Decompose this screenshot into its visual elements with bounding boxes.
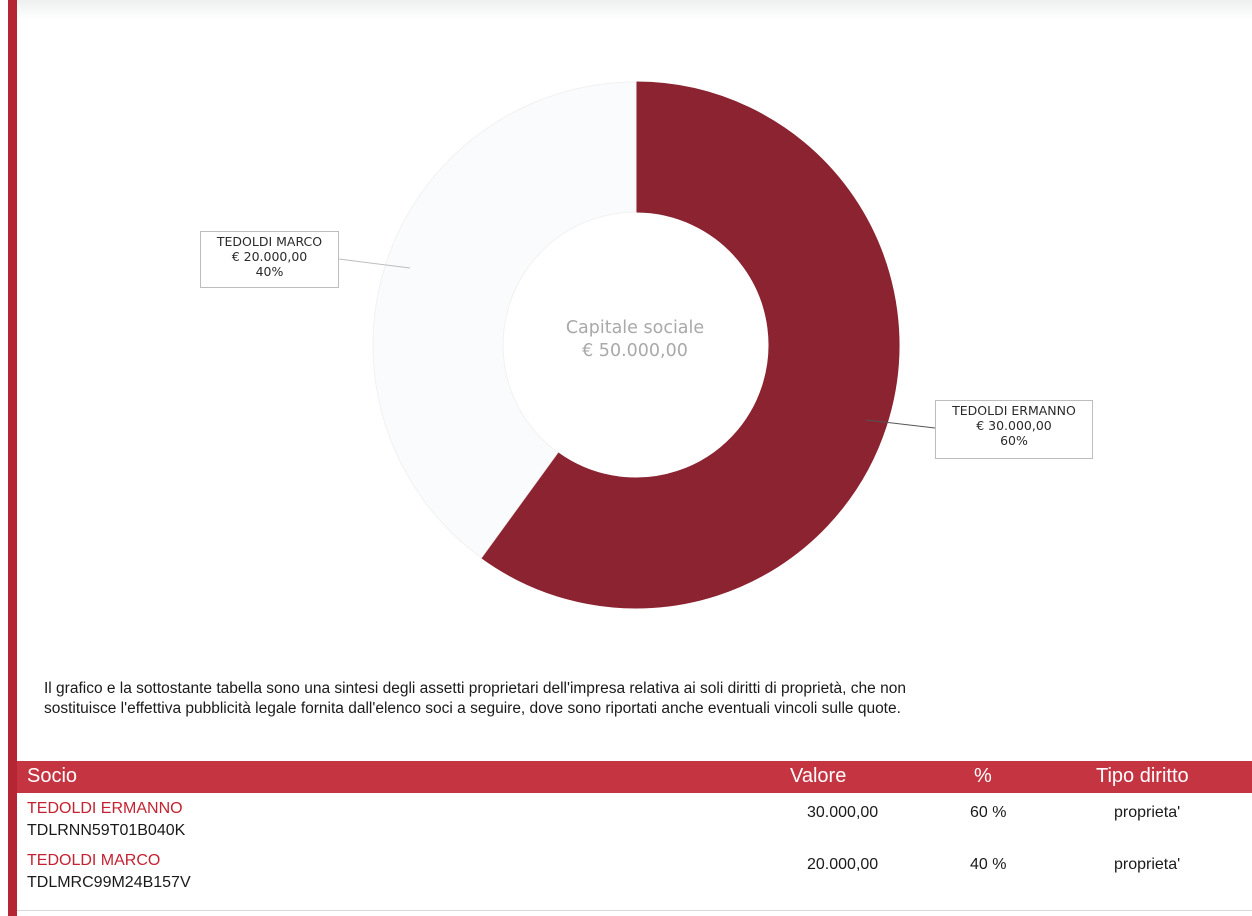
table-row: TEDOLDI MARCO TDLMRC99M24B157V 20.000,00… [17, 852, 1252, 902]
slice-label-ermanno-name: TEDOLDI ERMANNO [952, 403, 1076, 418]
header-percent: % [974, 765, 992, 787]
socio-percent: 60 % [970, 804, 1007, 821]
leader-line-ermanno [865, 419, 936, 429]
donut-slice-ermanno [480, 81, 900, 609]
socio-tipo-diritto: proprieta' [1114, 804, 1181, 821]
slice-label-marco: TEDOLDI MARCO € 20.000,00 40% [200, 231, 339, 288]
center-label-value: € 50.000,00 [582, 341, 688, 361]
socio-tax-code: TDLRNN59T01B040K [27, 822, 186, 839]
slice-label-marco-name: TEDOLDI MARCO [216, 234, 323, 249]
center-label-title: Capitale sociale [565, 318, 705, 338]
socio-tipo-diritto: proprieta' [1114, 856, 1181, 873]
leader-line-marco [338, 258, 411, 269]
socio-name: TEDOLDI MARCO [27, 852, 161, 869]
header-valore: Valore [790, 765, 847, 787]
disclaimer-line-2: sostituisce l'effettiva pubblicità legal… [44, 700, 901, 717]
table-bottom-divider [17, 910, 1252, 911]
top-shade [17, 0, 1252, 20]
slice-label-ermanno-amount: € 30.000,00 [976, 418, 1052, 433]
left-accent-bar [8, 0, 17, 916]
header-socio: Socio [27, 765, 78, 787]
socio-valore: 30.000,00 [807, 804, 879, 821]
socio-name: TEDOLDI ERMANNO [27, 800, 183, 817]
socio-tax-code: TDLMRC99M24B157V [27, 874, 191, 891]
socio-percent: 40 % [970, 856, 1007, 873]
slice-label-marco-percent: 40% [255, 264, 284, 279]
header-tipo-diritto: Tipo diritto [1096, 765, 1189, 787]
disclaimer-line-1: Il grafico e la sottostante tabella sono… [44, 680, 906, 697]
donut-slice-marco [372, 81, 637, 559]
socio-valore: 20.000,00 [807, 856, 879, 873]
slice-label-marco-amount: € 20.000,00 [231, 249, 308, 264]
table-row: TEDOLDI ERMANNO TDLRNN59T01B040K 30.000,… [17, 800, 1252, 850]
chart-center-label: Capitale sociale € 50.000,00 [500, 317, 770, 363]
disclaimer-note: Il grafico e la sottostante tabella sono… [44, 679, 1244, 719]
donut-chart [338, 81, 936, 609]
slice-label-ermanno: TEDOLDI ERMANNO € 30.000,00 60% [935, 400, 1093, 459]
table-header: Socio Valore % Tipo diritto [17, 761, 1252, 793]
slice-label-ermanno-percent: 60% [1000, 433, 1028, 448]
